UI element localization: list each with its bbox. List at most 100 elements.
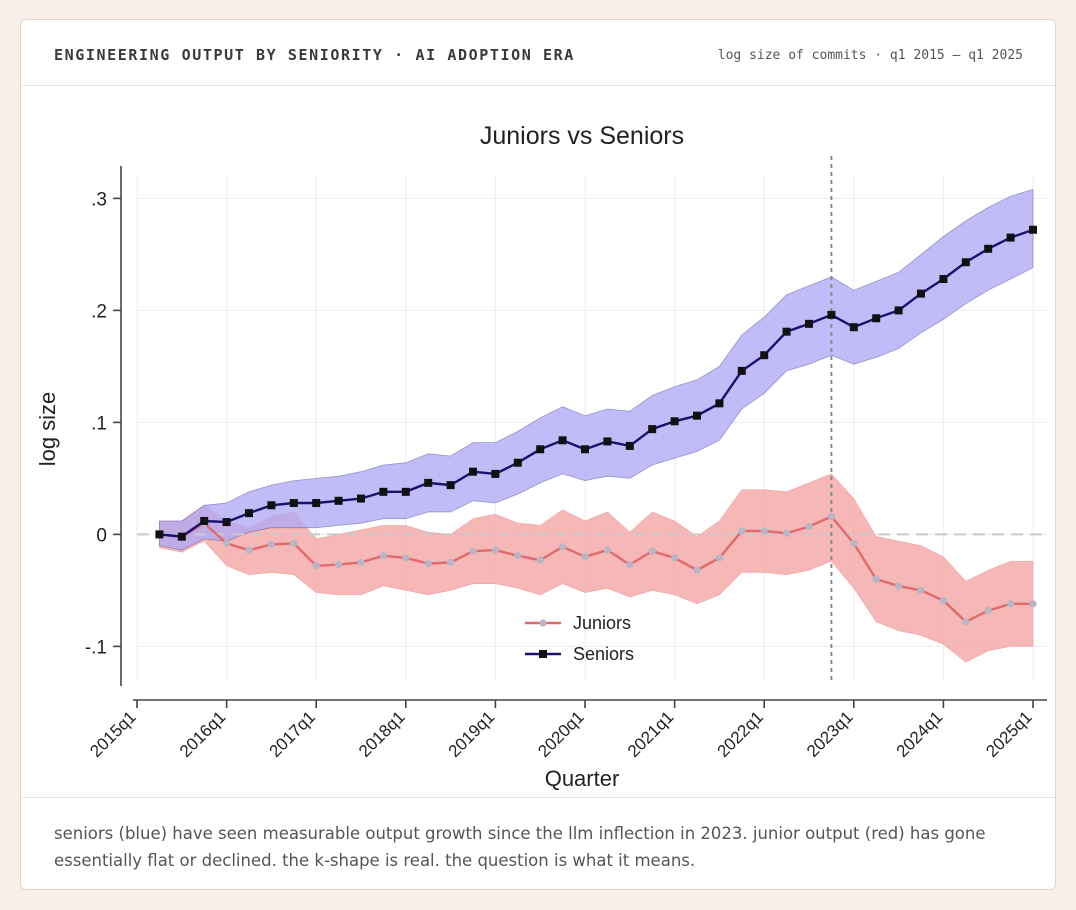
seniors-point (267, 501, 276, 510)
x-tick-label: 2022q1 (713, 707, 767, 761)
x-tick-label: 2019q1 (445, 707, 499, 761)
juniors-point (917, 586, 925, 594)
juniors-point (447, 558, 455, 566)
seniors-point (939, 275, 948, 284)
seniors-point (961, 258, 970, 267)
seniors-point (357, 494, 365, 503)
juniors-point (783, 529, 791, 537)
y-tick-label: 0 (96, 525, 107, 546)
seniors-point (177, 532, 186, 541)
x-tick-label: 2018q1 (355, 707, 409, 761)
juniors-point (581, 553, 589, 561)
seniors-point (849, 323, 858, 332)
juniors-point (335, 561, 343, 569)
seniors-point (312, 499, 321, 508)
y-tick-label: .3 (91, 189, 107, 210)
y-tick-label: .2 (91, 301, 107, 322)
juniors-point (379, 552, 387, 560)
x-tick-label: 2021q1 (624, 707, 678, 761)
juniors-point (939, 596, 948, 605)
juniors-legend-label: Juniors (573, 613, 631, 633)
seniors-line (159, 228, 1034, 538)
seniors-point (603, 437, 612, 446)
x-axis-title: Quarter (545, 766, 620, 791)
seniors-point (715, 399, 724, 408)
seniors-point (536, 445, 545, 454)
juniors-point (626, 561, 634, 569)
juniors-point (559, 543, 567, 551)
juniors-point (267, 540, 275, 549)
seniors-point (1029, 225, 1037, 234)
card-header: ENGINEERING OUTPUT BY SENIORITY · AI ADO… (21, 20, 1055, 86)
juniors-point (895, 582, 903, 590)
seniors-point (782, 327, 791, 336)
x-tick-label: 2015q1 (86, 707, 140, 761)
chart-card: ENGINEERING OUTPUT BY SENIORITY · AI ADO… (20, 19, 1056, 890)
juniors-line (159, 515, 1033, 624)
juniors-point (312, 562, 320, 570)
juniors-confidence-band (159, 473, 1034, 663)
juniors-point (491, 546, 499, 554)
juniors-point (603, 546, 612, 554)
seniors-point (648, 425, 657, 434)
juniors-point (223, 539, 231, 547)
card-title: ENGINEERING OUTPUT BY SENIORITY · AI ADO… (54, 46, 575, 64)
x-tick-label: 2025q1 (982, 707, 1036, 761)
juniors-point (962, 618, 970, 626)
seniors-point (513, 458, 522, 467)
juniors-point (671, 554, 679, 562)
seniors-legend-label: Seniors (573, 644, 634, 664)
seniors-point (424, 478, 433, 487)
seniors-point (670, 417, 679, 426)
seniors-point (155, 530, 164, 539)
juniors-point (469, 547, 477, 555)
seniors-point (1006, 233, 1015, 242)
seniors-point (737, 366, 746, 375)
chart-area: -.1 0 .1 .2 .3 2015q1 2016q1 2017q1 2018q1 2019q1… (21, 86, 1055, 797)
juniors-point (872, 575, 880, 583)
juniors-point (850, 539, 858, 547)
confidence-bands (159, 188, 1034, 663)
x-tick-label: 2016q1 (176, 707, 230, 761)
juniors-point (290, 539, 298, 547)
card-meta: log size of commits · q1 2015 – q1 2025 (717, 48, 1023, 63)
juniors-point (760, 527, 768, 535)
chart-title: Juniors vs Seniors (480, 122, 684, 150)
caption: seniors (blue) have seen measurable outp… (54, 824, 986, 870)
seniors-point (872, 314, 881, 323)
juniors-point (805, 522, 813, 531)
seniors-point (289, 499, 298, 508)
juniors-legend-marker (539, 619, 547, 627)
seniors-point (984, 244, 993, 253)
series-markers (155, 225, 1037, 626)
seniors-point (200, 516, 209, 525)
juniors-point (1007, 600, 1015, 608)
seniors-point (805, 319, 813, 328)
seniors-point (379, 487, 388, 496)
seniors-point (334, 496, 343, 505)
juniors-point (357, 558, 365, 566)
y-axis-title: log size (35, 392, 60, 467)
juniors-point (1029, 600, 1037, 608)
juniors-point (715, 554, 724, 562)
x-tick-label: 2020q1 (534, 707, 588, 761)
juniors-point (693, 566, 701, 574)
juniors-point (536, 556, 544, 564)
seniors-point (401, 487, 410, 496)
seniors-point (558, 436, 567, 445)
legend: Juniors Seniors (525, 613, 634, 664)
seniors-point (469, 467, 477, 476)
juniors-point (402, 554, 410, 562)
line-chart: -.1 0 .1 .2 .3 2015q1 2016q1 2017q1 2018q1 2019q1… (35, 122, 1047, 791)
juniors-point (984, 606, 992, 615)
seniors-point (245, 509, 253, 518)
seniors-legend-marker (539, 650, 547, 658)
juniors-point (245, 546, 253, 554)
seniors-point (894, 306, 903, 315)
juniors-point (424, 559, 432, 568)
seniors-point (446, 481, 455, 490)
juniors-point (514, 552, 522, 560)
seniors-point (693, 411, 701, 420)
seniors-confidence-band (159, 188, 1034, 551)
juniors-point (827, 512, 836, 521)
